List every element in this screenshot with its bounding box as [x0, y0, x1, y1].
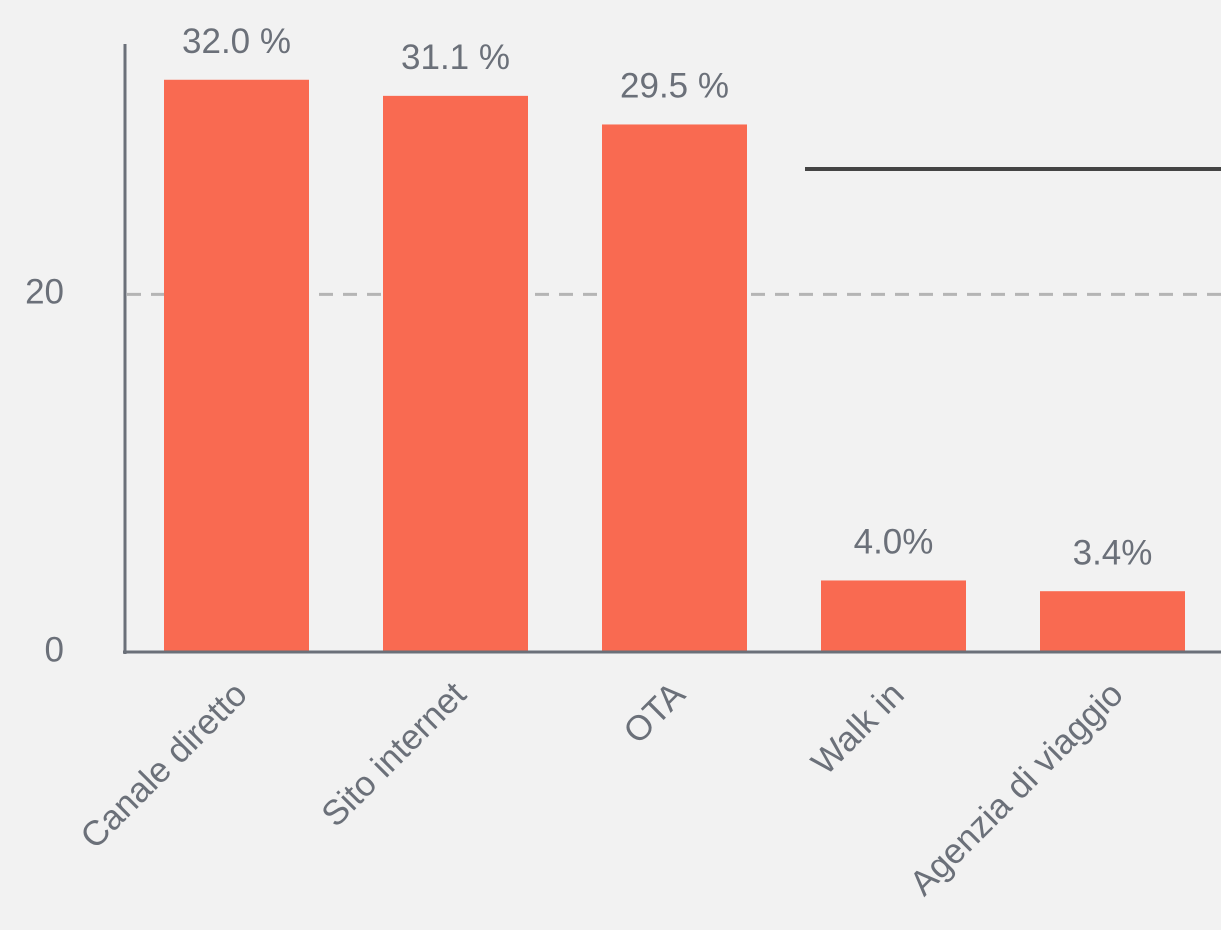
bar	[164, 79, 309, 652]
bar	[821, 580, 966, 652]
value-label: 4.0%	[854, 523, 934, 562]
y-tick-label: 20	[25, 273, 64, 312]
bar	[1040, 591, 1185, 652]
value-label: 31.1 %	[401, 38, 510, 77]
y-tick-label: 0	[45, 630, 64, 669]
value-label: 32.0 %	[182, 22, 291, 61]
bar	[383, 95, 528, 652]
value-label: 29.5 %	[620, 67, 729, 106]
bar	[602, 124, 747, 653]
value-label: 3.4%	[1073, 533, 1153, 572]
